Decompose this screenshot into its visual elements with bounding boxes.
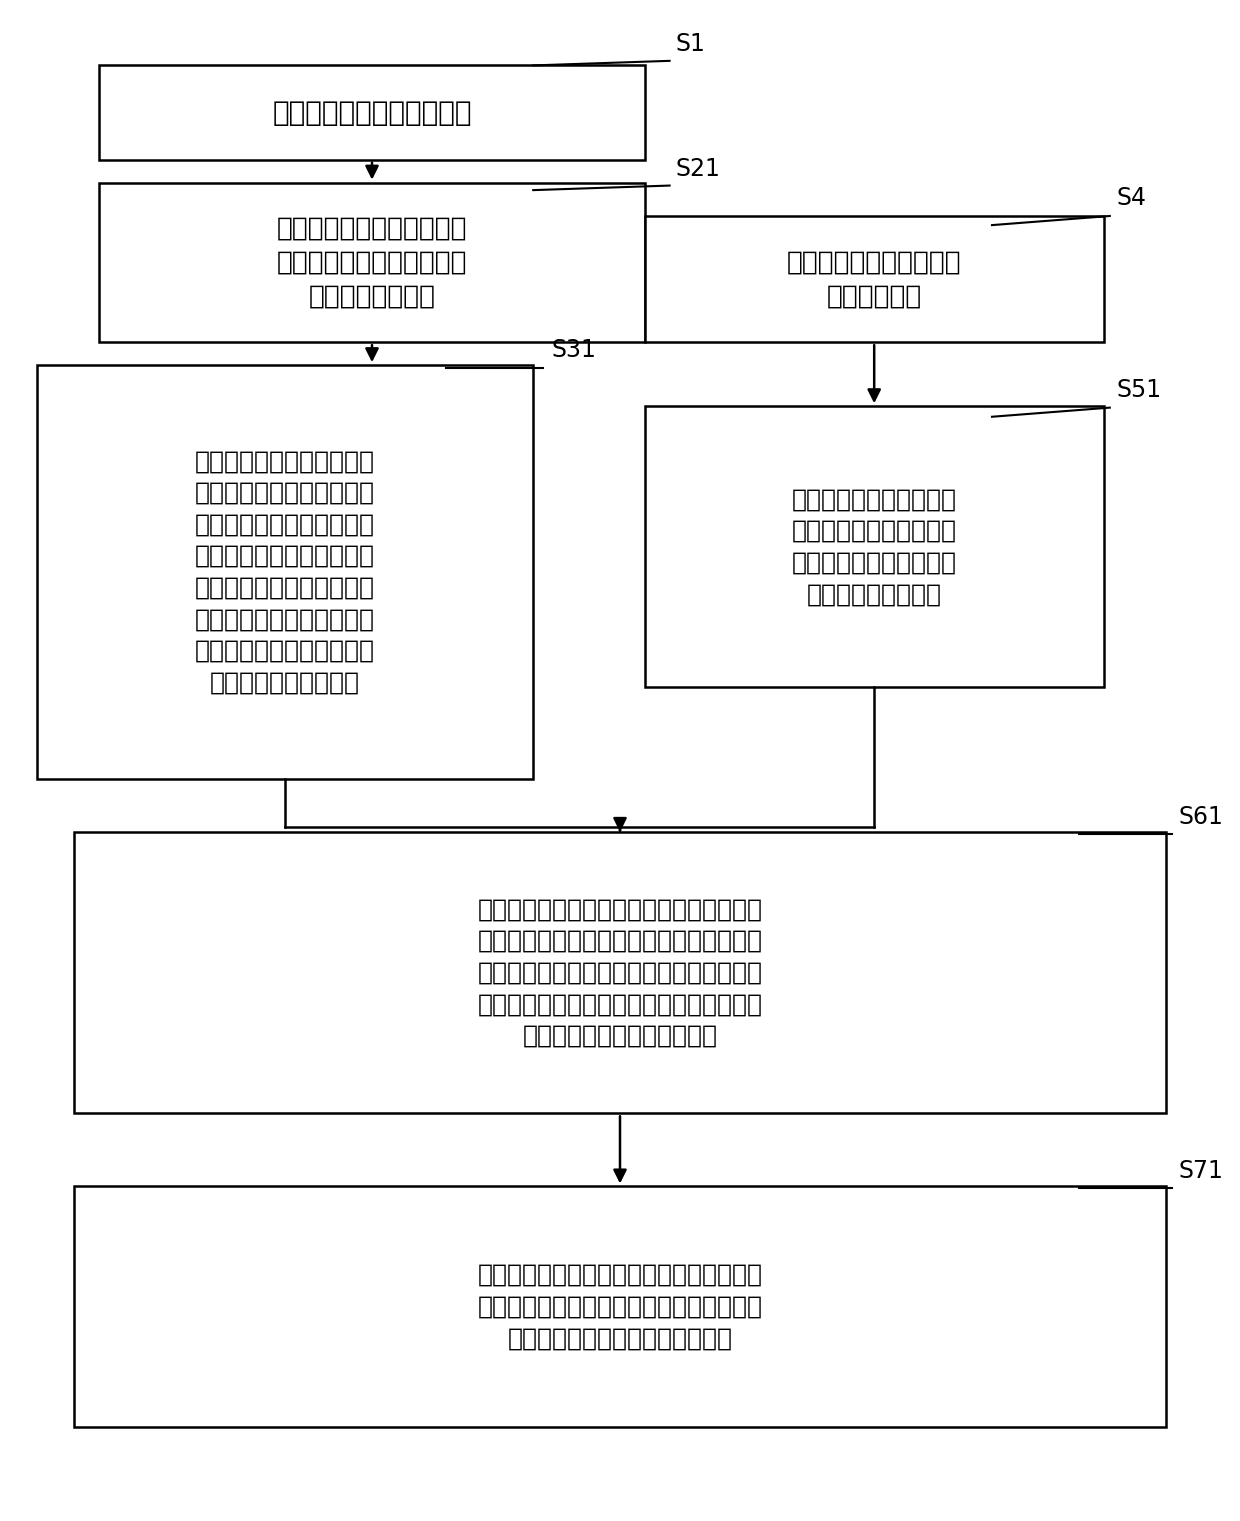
Text: 根据采集到的分布式电源
支路的电流和电压计算分
布式电源支路的正序无功
功率和负序无功功率: 根据采集到的分布式电源 支路的电流和电压计算分 布式电源支路的正序无功 功率和负… — [791, 487, 957, 607]
Bar — [37, 365, 533, 779]
Text: 分别采集系统的电流和电压: 分别采集系统的电流和电压 — [273, 99, 471, 126]
Text: 设定值包括第一设定值和第
二设定值，获取为使系统的
正序无功功率趋近于第一设
定值而系统应当具有的正序
无功功率调节值；获取为使
系统的负序无功功率趋近于
第二: 设定值包括第一设定值和第 二设定值，获取为使系统的 正序无功功率趋近于第一设 定… — [195, 449, 376, 695]
Bar — [99, 183, 645, 342]
Bar — [645, 406, 1104, 687]
Text: S1: S1 — [676, 32, 706, 56]
Bar — [99, 65, 645, 160]
Bar — [645, 216, 1104, 342]
Bar — [74, 832, 1166, 1113]
Text: S31: S31 — [552, 338, 596, 362]
Bar — [74, 1186, 1166, 1427]
Text: 根据采集到的系统的电流和
电压计算系统的正序无功功
率和负序无功功率: 根据采集到的系统的电流和 电压计算系统的正序无功功 率和负序无功功率 — [277, 216, 467, 309]
Text: 根据系统应当具有的正序无功功率调节值和
分布式电源支路的正序无功功率计算正序无
功功率补偿值；根据系统应当具有的负序无
功功率调节值和分布式电源支路的负序无功
: 根据系统应当具有的正序无功功率调节值和 分布式电源支路的正序无功功率计算正序无 … — [477, 897, 763, 1048]
Text: 分别采集分布式电源支路
的电流和电压: 分别采集分布式电源支路 的电流和电压 — [787, 249, 961, 309]
Text: S4: S4 — [1116, 186, 1146, 210]
Text: 根据正序无功功率补偿值和负序无功功率补
偿值，计算并投入需要的电容器组数，计算
并控制晶闸管相控电抗器的触发角: 根据正序无功功率补偿值和负序无功功率补 偿值，计算并投入需要的电容器组数，计算 … — [477, 1262, 763, 1351]
Text: S21: S21 — [676, 157, 720, 181]
Text: S61: S61 — [1178, 805, 1223, 829]
Text: S71: S71 — [1178, 1159, 1223, 1183]
Text: S51: S51 — [1116, 377, 1161, 402]
